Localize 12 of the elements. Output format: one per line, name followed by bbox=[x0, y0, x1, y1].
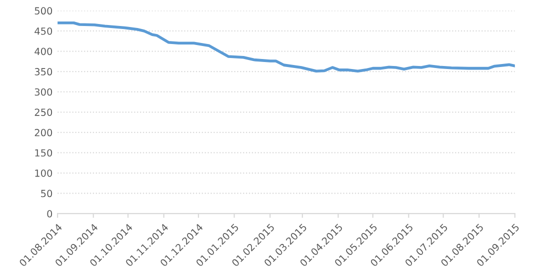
y-tick-label: 0 bbox=[47, 210, 52, 218]
y-tick-label: 100 bbox=[35, 169, 52, 177]
y-tick-label: 350 bbox=[34, 68, 52, 76]
y-tick-label: 400 bbox=[34, 48, 52, 56]
y-tick-label: 250 bbox=[34, 108, 52, 116]
y-tick-label: 200 bbox=[34, 128, 52, 136]
y-tick-label: 150 bbox=[35, 149, 52, 157]
y-tick-label: 300 bbox=[34, 88, 52, 96]
y-tick-label: 500 bbox=[34, 7, 52, 15]
line-series bbox=[58, 21, 515, 73]
y-tick-label: 50 bbox=[41, 190, 52, 198]
y-tick-label: 450 bbox=[34, 27, 52, 35]
